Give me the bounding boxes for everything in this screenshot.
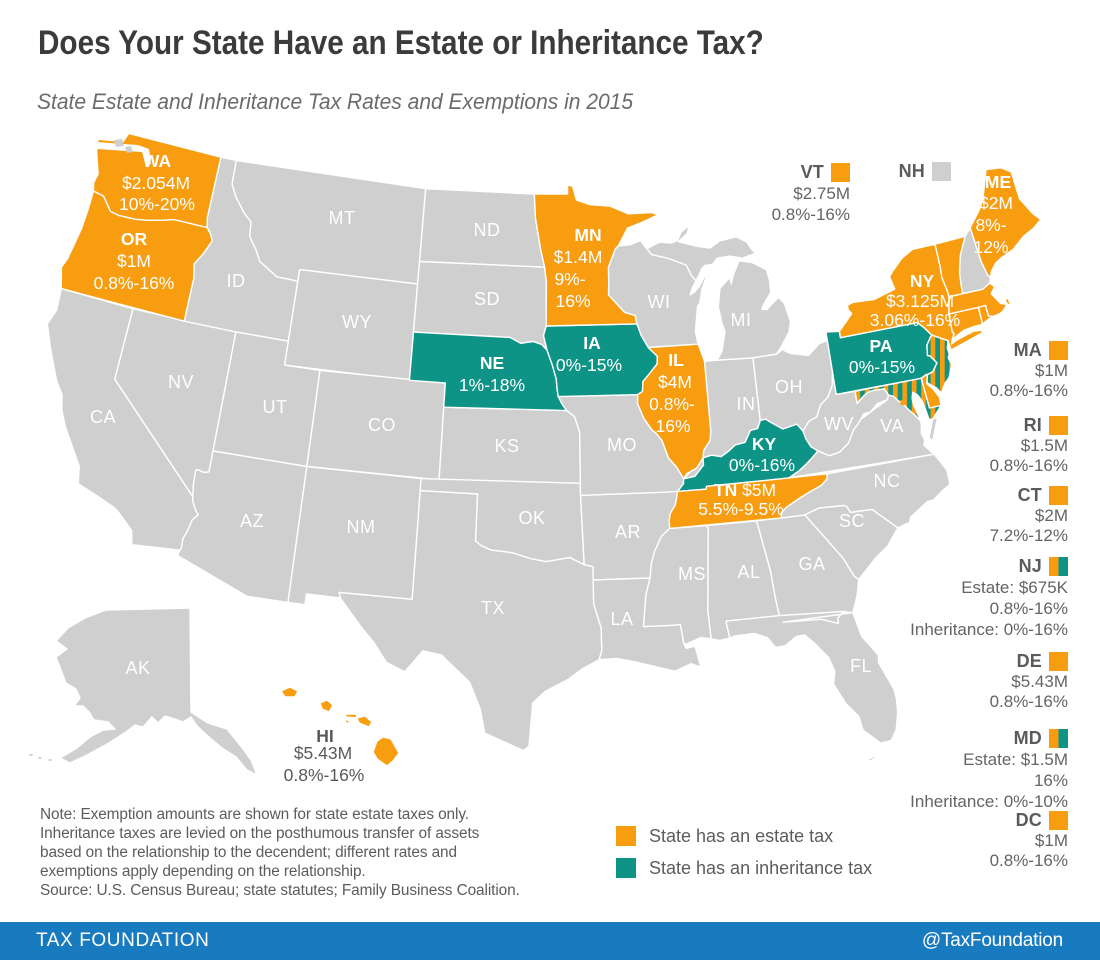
svg-text:1%-18%: 1%-18% [459, 375, 525, 395]
svg-text:NM: NM [347, 517, 376, 537]
svg-text:CA: CA [90, 407, 116, 427]
svg-text:5.5%-9.5%: 5.5%-9.5% [698, 499, 784, 519]
svg-text:0.8%-16%: 0.8%-16% [94, 273, 175, 293]
svg-text:IA: IA [583, 333, 601, 353]
svg-text:TX: TX [481, 598, 505, 618]
svg-text:$5.43M: $5.43M [294, 743, 352, 763]
svg-text:AK: AK [125, 658, 150, 678]
svg-text:IL: IL [668, 350, 684, 370]
svg-text:MI: MI [731, 310, 752, 330]
svg-text:OK: OK [518, 508, 545, 528]
svg-text:KS: KS [494, 436, 519, 456]
svg-text:3.06%-16%: 3.06%-16% [870, 310, 960, 330]
svg-text:SD: SD [474, 289, 500, 309]
svg-text:$3.125M: $3.125M [886, 291, 954, 311]
svg-text:ND: ND [474, 220, 501, 240]
svg-text:10%-20%: 10%-20% [119, 194, 195, 214]
svg-text:OR: OR [121, 229, 148, 249]
svg-text:$1.4M: $1.4M [554, 247, 603, 267]
svg-text:TN $5M: TN $5M [714, 480, 776, 500]
svg-text:ME: ME [985, 172, 1011, 192]
svg-text:16%: 16% [555, 291, 590, 311]
svg-text:PA: PA [869, 336, 892, 356]
svg-text:0%-16%: 0%-16% [729, 455, 795, 475]
svg-text:0%-15%: 0%-15% [556, 355, 622, 375]
svg-text:8%-: 8%- [975, 215, 1006, 235]
svg-text:WY: WY [342, 312, 372, 332]
svg-text:9%-: 9%- [554, 269, 585, 289]
svg-text:$2M: $2M [979, 193, 1013, 213]
svg-text:NV: NV [168, 372, 194, 392]
svg-text:AR: AR [615, 522, 641, 542]
svg-text:SC: SC [839, 511, 865, 531]
svg-text:$4M: $4M [658, 372, 692, 392]
svg-text:IN: IN [737, 394, 756, 414]
svg-text:OH: OH [775, 377, 803, 397]
svg-text:MT: MT [329, 208, 356, 228]
svg-text:16%: 16% [655, 416, 690, 436]
svg-text:0.8%-16%: 0.8%-16% [284, 765, 365, 785]
svg-text:KY: KY [752, 434, 777, 454]
svg-text:UT: UT [263, 397, 288, 417]
svg-text:AZ: AZ [240, 511, 264, 531]
svg-text:NY: NY [910, 271, 935, 291]
svg-text:CO: CO [368, 415, 396, 435]
svg-text:NC: NC [874, 471, 901, 491]
svg-text:WI: WI [648, 292, 671, 312]
svg-text:MS: MS [678, 564, 706, 584]
svg-text:FL: FL [850, 656, 872, 676]
svg-text:12%: 12% [973, 237, 1008, 257]
svg-text:GA: GA [798, 554, 825, 574]
svg-text:$2.054M: $2.054M [122, 173, 190, 193]
svg-text:NE: NE [480, 353, 504, 373]
svg-text:$1M: $1M [117, 251, 151, 271]
svg-text:ID: ID [227, 271, 246, 291]
svg-text:WA: WA [143, 151, 172, 171]
svg-text:0%-15%: 0%-15% [849, 357, 915, 377]
svg-text:MO: MO [607, 435, 637, 455]
svg-text:MN: MN [574, 225, 601, 245]
svg-text:VA: VA [880, 416, 904, 436]
svg-text:WV: WV [824, 414, 854, 434]
svg-text:AL: AL [737, 562, 760, 582]
svg-text:LA: LA [610, 609, 633, 629]
svg-text:0.8%-: 0.8%- [649, 394, 695, 414]
svg-text:HI: HI [316, 726, 334, 746]
